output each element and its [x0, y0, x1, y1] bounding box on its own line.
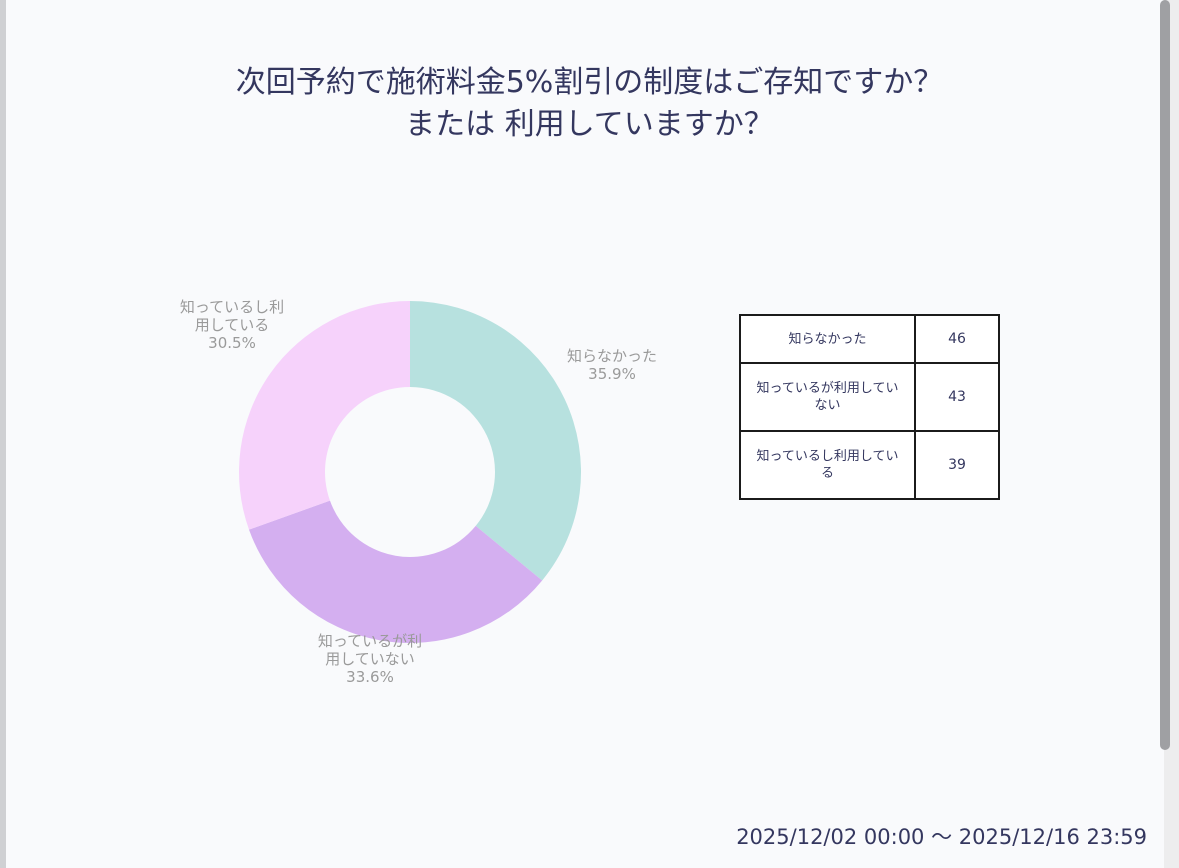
- donut-slice: [238, 301, 410, 530]
- table-cell-count: 46: [914, 314, 1000, 364]
- table-cell-category: 知っているし利用している: [739, 430, 916, 500]
- slice-name-label: 知らなかった: [567, 347, 657, 365]
- table-cell-count: 43: [914, 362, 1000, 432]
- chart-title-line-2: または 利用していますか？: [405, 107, 774, 142]
- table-cell-count: 39: [914, 430, 1000, 500]
- slice-percent-label: 35.9%: [588, 365, 636, 383]
- table-cell-category: 知っているが利用していない: [739, 362, 916, 432]
- survey-period: 2025/12/02 00:00 〜 2025/12/16 23:59: [736, 825, 1147, 849]
- slice-percent-label: 30.5%: [208, 334, 256, 352]
- slice-name-label: 知っているが利: [318, 632, 422, 650]
- table-row: 知っているし利用している 39: [739, 430, 1000, 500]
- table-row: 知っているが利用していない 43: [739, 362, 1000, 432]
- chart-title-line-1: 次回予約で施術料金5%割引の制度はご存知ですか？: [235, 65, 944, 100]
- slice-name-label: 用している: [195, 316, 270, 334]
- slice-percent-label: 33.6%: [346, 668, 394, 686]
- table-cell-category: 知らなかった: [739, 314, 916, 364]
- table-row: 知らなかった 46: [739, 314, 1000, 364]
- slice-name-label: 知っているし利: [180, 298, 284, 316]
- chart-title: 次回予約で施術料金5%割引の制度はご存知ですか？ または 利用していますか？: [0, 62, 1179, 146]
- summary-table: 知らなかった 46 知っているが利用していない 43 知っているし利用している …: [739, 314, 1000, 500]
- donut-slice: [410, 301, 582, 581]
- donut-slice: [248, 500, 543, 644]
- slice-name-label: 用していない: [325, 650, 415, 668]
- scrollbar-thumb[interactable]: [1160, 0, 1170, 750]
